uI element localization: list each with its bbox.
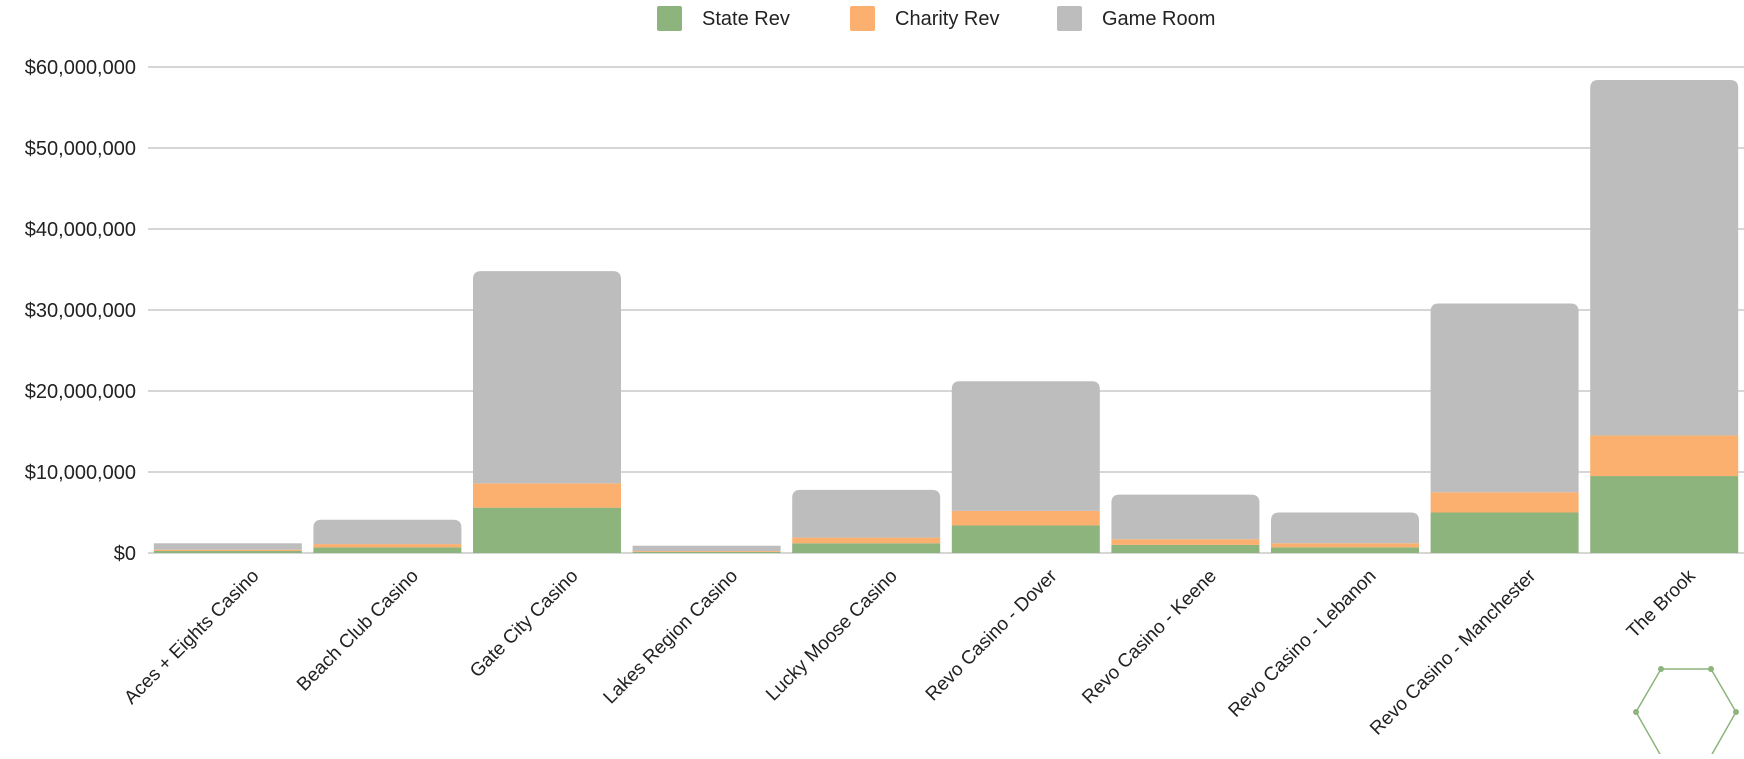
x-tick-label: The Brook <box>1623 565 1700 642</box>
bar-segment-game-room <box>792 489 941 538</box>
bar-segment-charity-rev <box>951 510 1100 526</box>
bar-segment-state-rev <box>313 547 462 553</box>
bar-segment-game-room <box>473 271 621 484</box>
x-tick-label: Revo Casino - Lebanon <box>1225 566 1381 722</box>
bar-segment-state-rev <box>153 550 302 553</box>
bar-segment-charity-rev <box>1430 492 1579 513</box>
x-tick-label: Lakes Region Casino <box>600 566 743 709</box>
bar-segment-game-room <box>153 543 302 550</box>
bar-segment-game-room <box>1111 494 1260 540</box>
y-tick-label: $50,000,000 <box>25 138 136 160</box>
bar-segment-game-room <box>1271 512 1419 544</box>
y-tick-label: $40,000,000 <box>25 219 136 241</box>
bar-segment-game-room <box>1590 79 1739 436</box>
bar-segment-charity-rev <box>313 544 462 548</box>
legend-label: Charity Rev <box>895 8 999 30</box>
legend-swatch <box>1057 6 1082 31</box>
y-tick-label: $10,000,000 <box>25 462 136 484</box>
bar-segment-game-room <box>313 519 462 545</box>
gridlines <box>148 66 1744 554</box>
bar-segment-state-rev <box>792 543 941 553</box>
x-tick-label: Gate City Casino <box>466 566 582 682</box>
bar-segment-state-rev <box>951 525 1100 553</box>
bar-segment-game-room <box>951 381 1100 511</box>
bar-segment-state-rev <box>1111 544 1260 553</box>
bar-segment-state-rev <box>1590 476 1739 553</box>
x-tick-label: Beach Club Casino <box>293 566 423 696</box>
legend-label: State Rev <box>702 8 790 30</box>
y-tick-label: $0 <box>114 543 136 565</box>
y-tick-label: $30,000,000 <box>25 300 136 322</box>
x-axis: Aces + Eights Casino Beach Club Casino Gat… <box>120 565 1700 739</box>
legend-label: Game Room <box>1102 8 1215 30</box>
bar-segment-charity-rev <box>1111 539 1260 545</box>
bar-segment-game-room <box>632 545 781 551</box>
x-tick-label: Lucky Moose Casino <box>762 566 902 706</box>
legend-swatch <box>657 6 682 31</box>
bar-segment-state-rev <box>1430 512 1579 553</box>
bar-segment-game-room <box>1430 303 1579 493</box>
hexagon-logo-icon <box>1633 666 1739 757</box>
x-tick-label: Aces + Eights Casino <box>120 566 263 709</box>
bar-segment-state-rev <box>632 551 781 553</box>
y-axis: $0 $10,000,000 $20,000,000 $30,000,000 $40,0… <box>25 57 136 565</box>
bar-segment-charity-rev <box>1590 435 1739 477</box>
bars <box>153 79 1739 553</box>
bar-segment-charity-rev <box>473 483 621 508</box>
y-tick-label: $60,000,000 <box>25 57 136 79</box>
y-tick-label: $20,000,000 <box>25 381 136 403</box>
bar-segment-charity-rev <box>632 550 781 552</box>
x-tick-label: Revo Casino - Dover <box>922 565 1062 705</box>
legend-swatch <box>850 6 875 31</box>
legend: State Rev Charity Rev Game Room <box>657 6 1215 31</box>
bar-segment-charity-rev <box>153 549 302 551</box>
bar-segment-state-rev <box>1271 547 1419 553</box>
bar-segment-state-rev <box>473 507 621 553</box>
bar-segment-charity-rev <box>792 537 941 544</box>
bar-segment-charity-rev <box>1271 543 1419 548</box>
x-tick-label: Revo Casino - Keene <box>1078 566 1221 709</box>
x-tick-label: Revo Casino - Manchester <box>1366 565 1540 739</box>
